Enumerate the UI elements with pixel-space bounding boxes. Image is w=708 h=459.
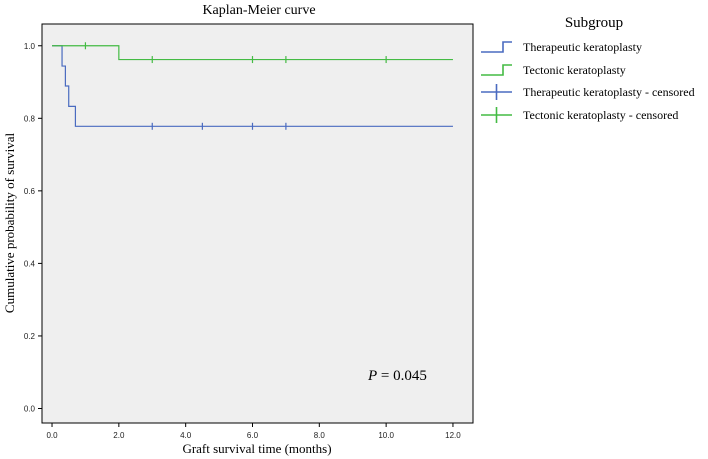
x-axis-label: Graft survival time (months)	[182, 441, 331, 456]
x-tick-label: 2.0	[113, 431, 125, 440]
x-tick-label: 8.0	[314, 431, 326, 440]
legend-swatch	[481, 64, 512, 76]
plot-area	[41, 23, 474, 424]
legend-title: Subgroup	[565, 15, 623, 31]
p-value-symbol: P	[367, 368, 377, 384]
y-tick-label: 0.2	[24, 332, 36, 341]
y-axis-label: Cumulative probability of survival	[2, 133, 17, 314]
chart-title: Kaplan-Meier curve	[202, 3, 315, 18]
y-axis-ticks: 0.0 0.2 0.4 0.6 0.8 1.0	[24, 42, 42, 413]
legend-swatch	[481, 41, 512, 53]
x-tick-label: 12.0	[445, 431, 461, 440]
legend-entry-label: Tectonic keratoplasty	[523, 63, 626, 77]
y-tick-label: 0.0	[24, 404, 36, 413]
x-tick-label: 10.0	[378, 431, 394, 440]
x-tick-label: 0.0	[46, 431, 58, 440]
y-tick-label: 1.0	[24, 42, 36, 51]
censor-marks	[84, 42, 387, 130]
y-tick-label: 0.8	[24, 114, 36, 123]
legend-entries: Therapeutic keratoplasty Tectonic keratop…	[481, 40, 695, 123]
legend: Subgroup Therapeutic keratoplasty Tectoni…	[481, 15, 695, 123]
p-value-number: = 0.045	[377, 368, 427, 384]
legend-entry-label: Therapeutic keratoplasty	[523, 40, 642, 54]
x-tick-label: 4.0	[180, 431, 192, 440]
p-value-annotation: P = 0.045	[367, 368, 427, 384]
y-tick-label: 0.6	[24, 187, 36, 196]
series-line-0	[52, 45, 453, 127]
x-tick-label: 6.0	[247, 431, 259, 440]
legend-entry-label: Therapeutic keratoplasty - censored	[523, 85, 695, 99]
legend-swatch	[481, 84, 512, 100]
legend-entry-label: Tectonic keratoplasty - censored	[523, 108, 678, 122]
legend-swatch	[481, 107, 512, 123]
x-axis-ticks: 0.0 2.0 4.0 6.0 8.0 10.0 12.0	[46, 423, 461, 440]
y-tick-label: 0.4	[24, 259, 36, 268]
